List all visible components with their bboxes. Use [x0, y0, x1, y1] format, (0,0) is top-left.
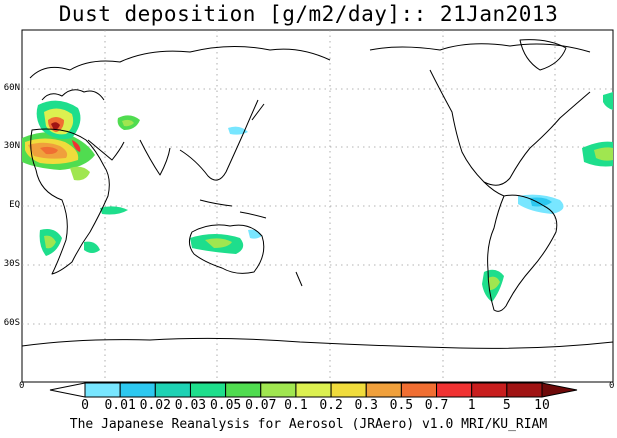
lat-label-30s: 30S	[3, 259, 20, 269]
lon-label-left: 0	[19, 381, 25, 391]
colorbar-tick-label: 0.05	[209, 398, 242, 413]
lat-label-30n: 30N	[3, 141, 20, 151]
lat-label-60n: 60N	[3, 83, 20, 93]
colorbar-tick-label: 0.1	[284, 398, 308, 413]
colorbar-tick-label: 10	[534, 398, 550, 413]
lat-label-60s: 60S	[3, 318, 20, 328]
colorbar-tick-label: 0.5	[389, 398, 414, 413]
dust-deposition-field	[22, 92, 613, 302]
footer-credit: The Japanese Reanalysis for Aerosol (JRA…	[69, 417, 548, 432]
map-title: Dust deposition [g/m2/day]:: 21Jan2013	[58, 2, 559, 26]
colorbar-tick-label: 0.7	[424, 398, 449, 413]
colorbar-tick-label: 5	[502, 398, 511, 413]
colorbar-tick-label: 0	[81, 398, 89, 413]
colorbar-tick-label: 0.02	[139, 398, 171, 413]
lat-label-eq: EQ	[9, 200, 20, 210]
colorbar-tick-label: 0.3	[354, 398, 378, 413]
colorbar-tick-label: 0.03	[174, 398, 207, 413]
colorbar-tick-label: 0.01	[104, 398, 136, 413]
colorbar-tick-label: 0.07	[245, 398, 277, 413]
lon-label-right: 0	[609, 381, 615, 391]
coastlines	[21, 39, 614, 383]
colorbar-tick-label: 0.2	[319, 398, 343, 413]
colorbar-tick-label: 1	[467, 398, 476, 413]
